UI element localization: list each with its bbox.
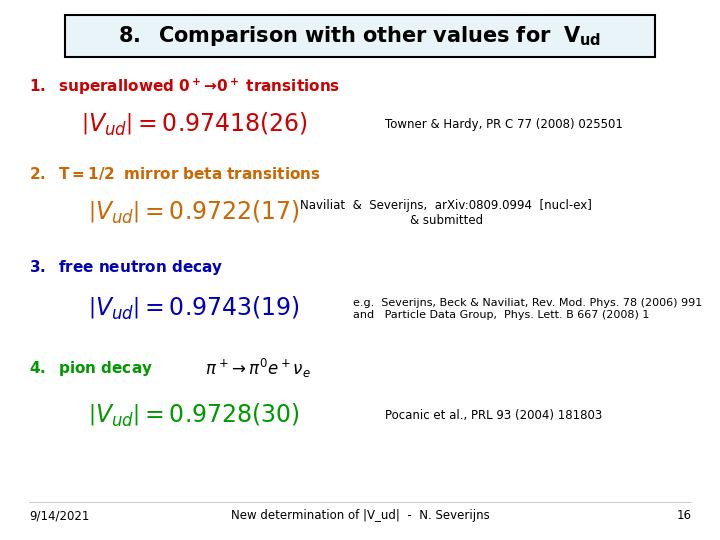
Text: $\mathbf{2.\ \ T = 1/2\ \ mirror\ beta\ transitions}$: $\mathbf{2.\ \ T = 1/2\ \ mirror\ beta\ … [29,165,320,183]
Text: $\mathbf{3.\ \ free\ neutron\ decay}$: $\mathbf{3.\ \ free\ neutron\ decay}$ [29,258,223,277]
Text: 16: 16 [676,509,691,522]
Text: $\left|V_{ud}\right| = 0.9728(30)$: $\left|V_{ud}\right| = 0.9728(30)$ [89,402,300,429]
Text: Pocanic et al., PRL 93 (2004) 181803: Pocanic et al., PRL 93 (2004) 181803 [385,409,603,422]
Text: $\left|V_{ud}\right| = 0.9722(17)$: $\left|V_{ud}\right| = 0.9722(17)$ [89,199,300,226]
FancyBboxPatch shape [65,15,655,57]
Text: $\mathbf{8.\ \ Comparison\ with\ other\ values\ for\ \ V_{ud}}$: $\mathbf{8.\ \ Comparison\ with\ other\ … [118,24,602,48]
Text: 9/14/2021: 9/14/2021 [29,509,89,522]
Text: $\mathbf{4.\ \ pion\ decay}$: $\mathbf{4.\ \ pion\ decay}$ [29,359,153,378]
Text: $\pi^+\!\rightarrow\pi^0 e^+\nu_e$: $\pi^+\!\rightarrow\pi^0 e^+\nu_e$ [205,357,311,380]
Text: $\left|V_{ud}\right| = 0.9743(19)$: $\left|V_{ud}\right| = 0.9743(19)$ [89,295,300,322]
Text: New determination of |V_ud|  -  N. Severijns: New determination of |V_ud| - N. Severij… [230,509,490,522]
Text: Naviliat  &  Severijns,  arXiv:0809.0994  [nucl-ex]
& submitted: Naviliat & Severijns, arXiv:0809.0994 [n… [300,199,593,227]
Text: $\left|V_{ud}\right| = 0.97418(26)$: $\left|V_{ud}\right| = 0.97418(26)$ [81,111,308,138]
Text: e.g.  Severijns, Beck & Naviliat, Rev. Mod. Phys. 78 (2006) 991
and   Particle D: e.g. Severijns, Beck & Naviliat, Rev. Mo… [353,298,702,320]
Text: Towner & Hardy, PR C 77 (2008) 025501: Towner & Hardy, PR C 77 (2008) 025501 [385,118,623,131]
Text: $\mathbf{1.\ \ superallowed\ 0^+\!\rightarrow\!0^+\ transitions}$: $\mathbf{1.\ \ superallowed\ 0^+\!\right… [29,76,340,97]
